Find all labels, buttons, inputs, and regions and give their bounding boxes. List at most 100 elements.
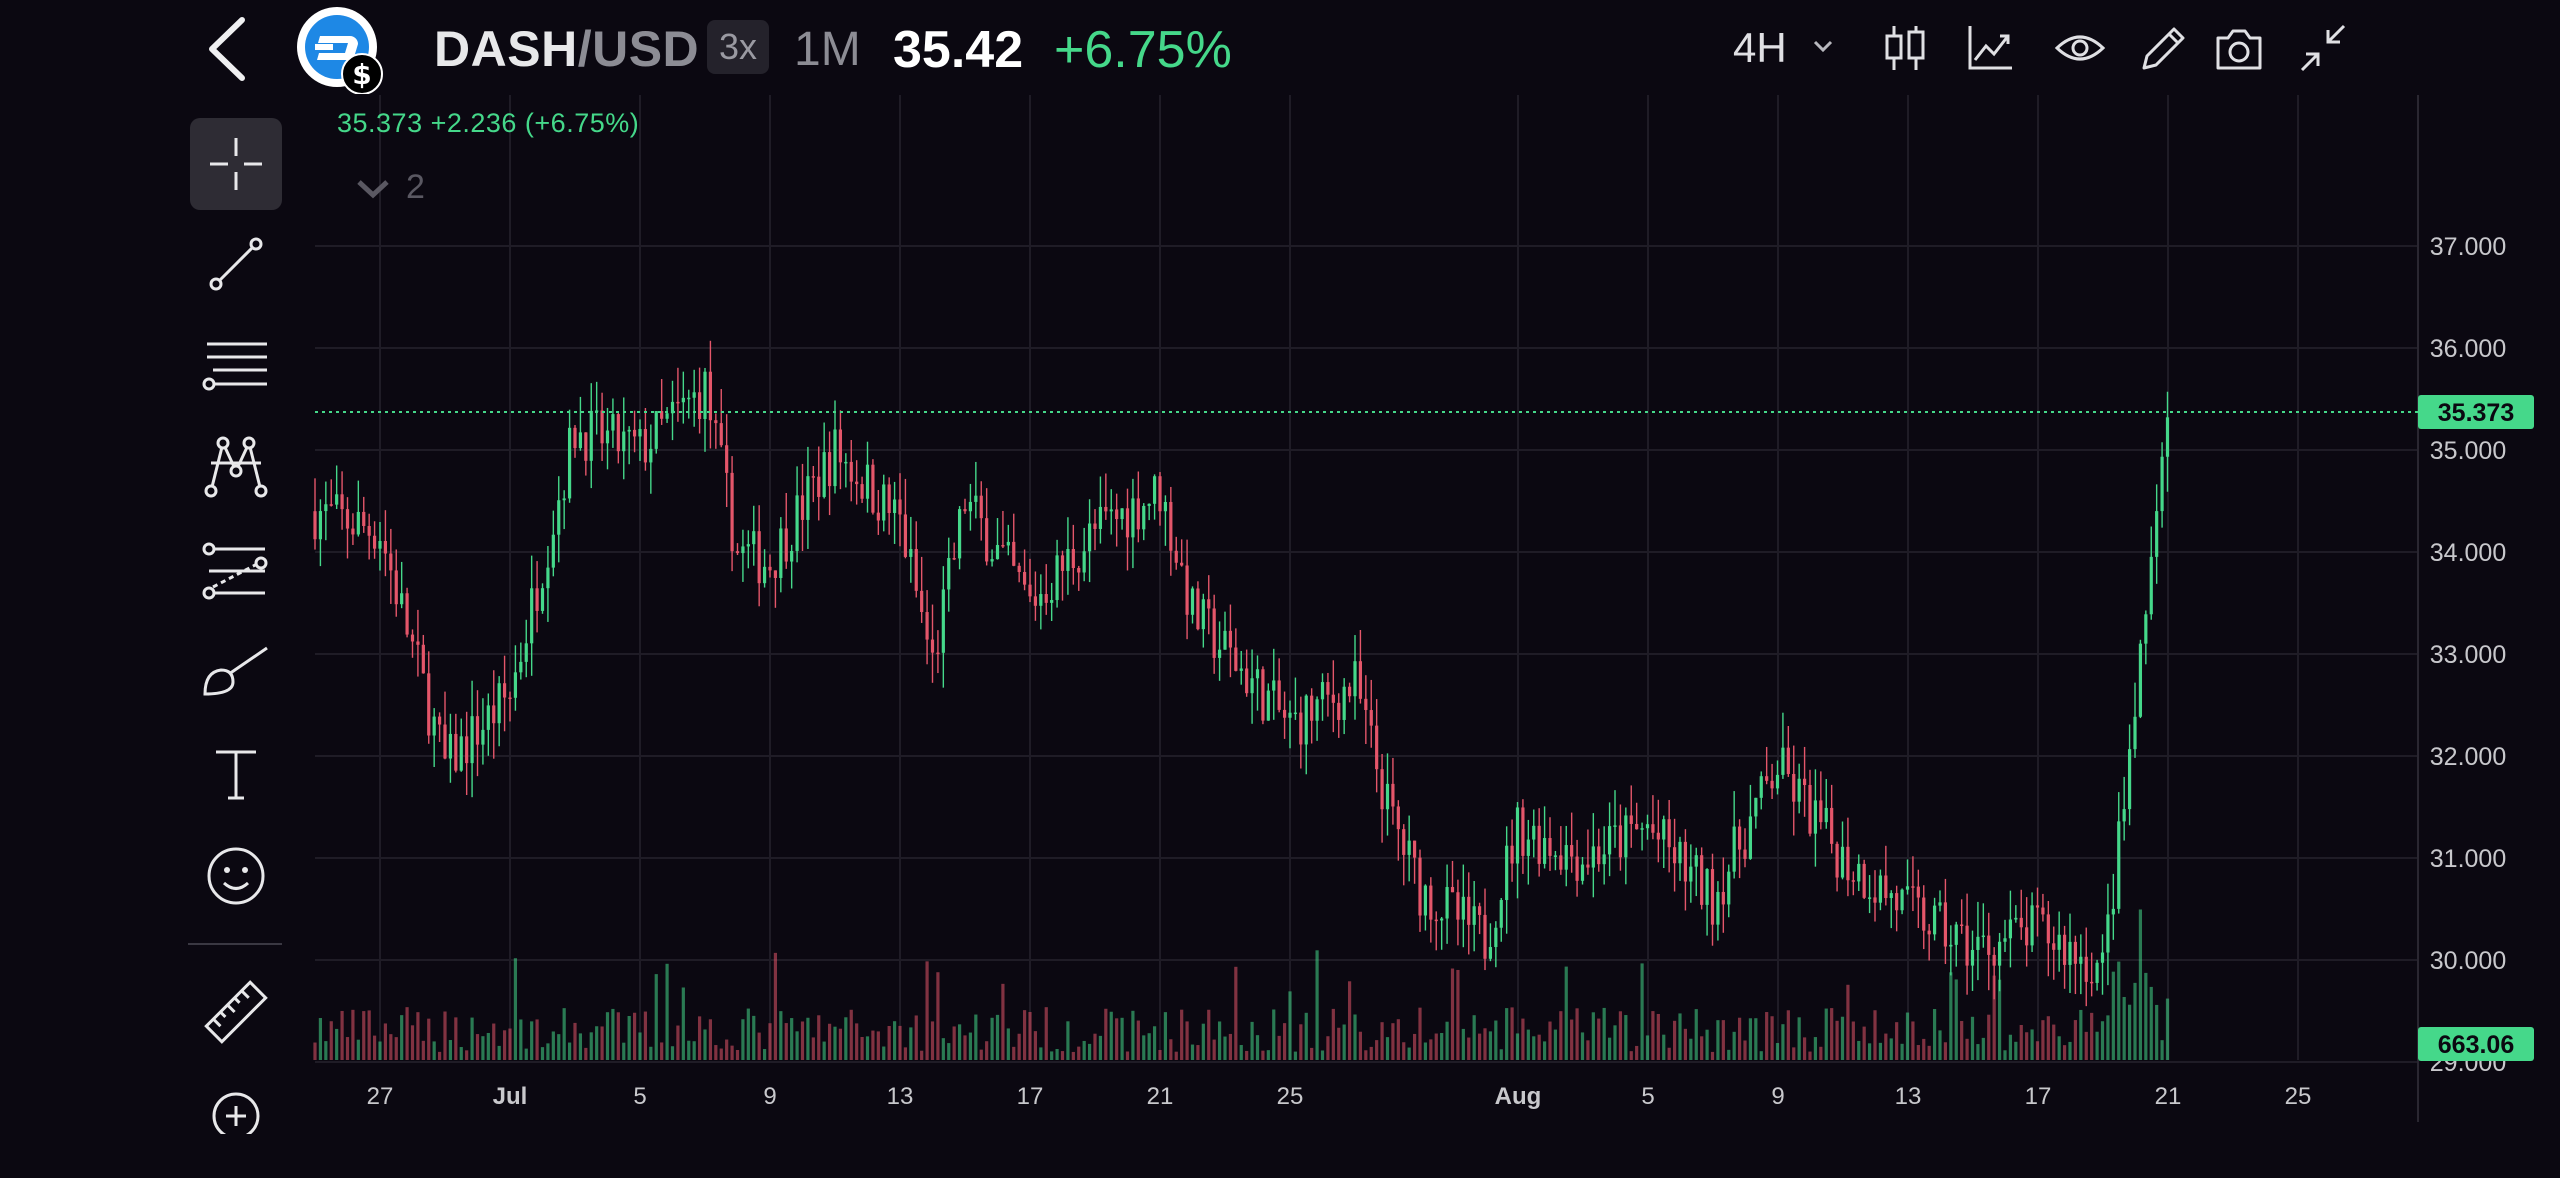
- candle-body: [481, 729, 485, 745]
- volume-bar: [600, 1026, 604, 1060]
- candle-body: [1418, 857, 1422, 916]
- candle-body: [535, 588, 539, 611]
- volume-bar: [1115, 1018, 1119, 1060]
- volume-bar: [1310, 1047, 1314, 1060]
- candle-body: [871, 464, 875, 513]
- volume-bar: [784, 1023, 788, 1060]
- fib-lines-tool[interactable]: [190, 318, 282, 410]
- volume-bar: [2079, 1009, 2083, 1060]
- ruler-tool[interactable]: [190, 966, 282, 1058]
- text-tool[interactable]: [190, 728, 282, 820]
- volume-bar: [1510, 1007, 1514, 1060]
- brush-tool[interactable]: [190, 626, 282, 718]
- chevron-down-icon[interactable]: [1812, 36, 1834, 58]
- candle-body: [1629, 815, 1633, 824]
- candle-body: [1488, 947, 1493, 959]
- candle-body: [627, 429, 631, 432]
- candle-body: [589, 410, 593, 461]
- candle-body: [508, 697, 512, 700]
- volume-bar: [2095, 1031, 2099, 1060]
- candle-body: [1163, 501, 1168, 512]
- candle-body: [1282, 709, 1287, 718]
- candle-body: [2014, 917, 2018, 920]
- volume-bar: [1949, 972, 1953, 1060]
- x-axis-label: 17: [1017, 1083, 1044, 1110]
- volume-bar: [1039, 1047, 1043, 1060]
- pencil-icon[interactable]: [2138, 22, 2188, 74]
- candle-body: [1315, 699, 1319, 721]
- candle-body: [1304, 695, 1308, 745]
- forecast-tool[interactable]: [190, 524, 282, 616]
- volume-label: 663.06: [2438, 1031, 2514, 1059]
- volume-bar: [2035, 1041, 2040, 1060]
- candle-body: [1050, 600, 1054, 603]
- candle-body: [1039, 594, 1043, 606]
- volume-bar: [1754, 1018, 1758, 1060]
- last-price-label: 35.373: [2438, 399, 2514, 427]
- pair-symbol[interactable]: DASH/USD: [434, 20, 699, 78]
- volume-bar: [519, 1019, 523, 1060]
- candle-body: [1824, 807, 1828, 823]
- trend-line-tool[interactable]: [190, 218, 282, 310]
- volume-bar: [757, 1032, 761, 1060]
- volume-bar: [936, 972, 940, 1060]
- candle-body: [1190, 588, 1195, 615]
- timeframe-selector[interactable]: 4H: [1733, 24, 1787, 71]
- candle-body: [1743, 849, 1747, 859]
- indicators-icon[interactable]: [1966, 22, 2014, 74]
- candle-body: [1223, 630, 1227, 650]
- candle-body: [1694, 855, 1698, 867]
- pattern-tool[interactable]: [190, 420, 282, 512]
- smiley-icon: [207, 847, 265, 905]
- candle-body: [1136, 498, 1140, 530]
- y-axis-label: 36.000: [2430, 335, 2506, 363]
- candle-body: [611, 414, 615, 431]
- volume-bar: [486, 1032, 490, 1060]
- candle-body: [557, 500, 561, 535]
- volume-bar: [1180, 1009, 1184, 1060]
- volume-bar: [871, 1030, 875, 1060]
- candle-body: [1645, 824, 1650, 829]
- back-button[interactable]: [200, 14, 260, 84]
- candle-body: [1553, 855, 1558, 857]
- candle-body: [920, 590, 924, 613]
- candle-body: [892, 499, 897, 514]
- volume-bar: [1488, 1031, 1493, 1060]
- candle-body: [1288, 712, 1292, 718]
- volume-bar: [909, 1027, 913, 1060]
- candle-body: [1423, 885, 1428, 916]
- eye-icon[interactable]: [2054, 22, 2106, 74]
- volume-bar: [578, 1033, 583, 1060]
- candle-body: [1196, 588, 1200, 630]
- camera-icon[interactable]: [2214, 22, 2264, 74]
- volume-bar: [1542, 1041, 1547, 1060]
- candle-body: [1624, 815, 1628, 858]
- indicator-collapse[interactable]: 2: [356, 168, 425, 207]
- volume-bar: [1250, 1021, 1254, 1060]
- candle-body: [432, 716, 436, 736]
- candle-body: [1012, 541, 1016, 566]
- volume-bar: [1299, 1024, 1303, 1060]
- candle-body: [790, 550, 794, 562]
- volume-bar: [437, 1051, 442, 1060]
- volume-bar: [1559, 1011, 1563, 1060]
- volume-bar: [400, 1015, 404, 1060]
- emoji-tool[interactable]: [190, 830, 282, 922]
- volume-bar: [1212, 1039, 1216, 1060]
- candle-body: [925, 612, 929, 640]
- candles-icon[interactable]: [1882, 22, 1928, 74]
- add-tool[interactable]: [190, 1068, 282, 1148]
- candle-body: [1456, 892, 1460, 920]
- candle-body: [1905, 886, 1910, 890]
- candle-body: [1542, 838, 1547, 864]
- collapse-icon[interactable]: [2298, 22, 2348, 74]
- candle-body: [784, 528, 788, 562]
- crosshair-tool[interactable]: [190, 118, 282, 210]
- volume-bar: [1234, 966, 1238, 1060]
- candle-body: [470, 716, 474, 764]
- candle-body: [1087, 523, 1092, 552]
- volume-bar: [708, 1019, 713, 1060]
- candle-body: [356, 511, 360, 535]
- volume-bar: [1662, 1034, 1666, 1060]
